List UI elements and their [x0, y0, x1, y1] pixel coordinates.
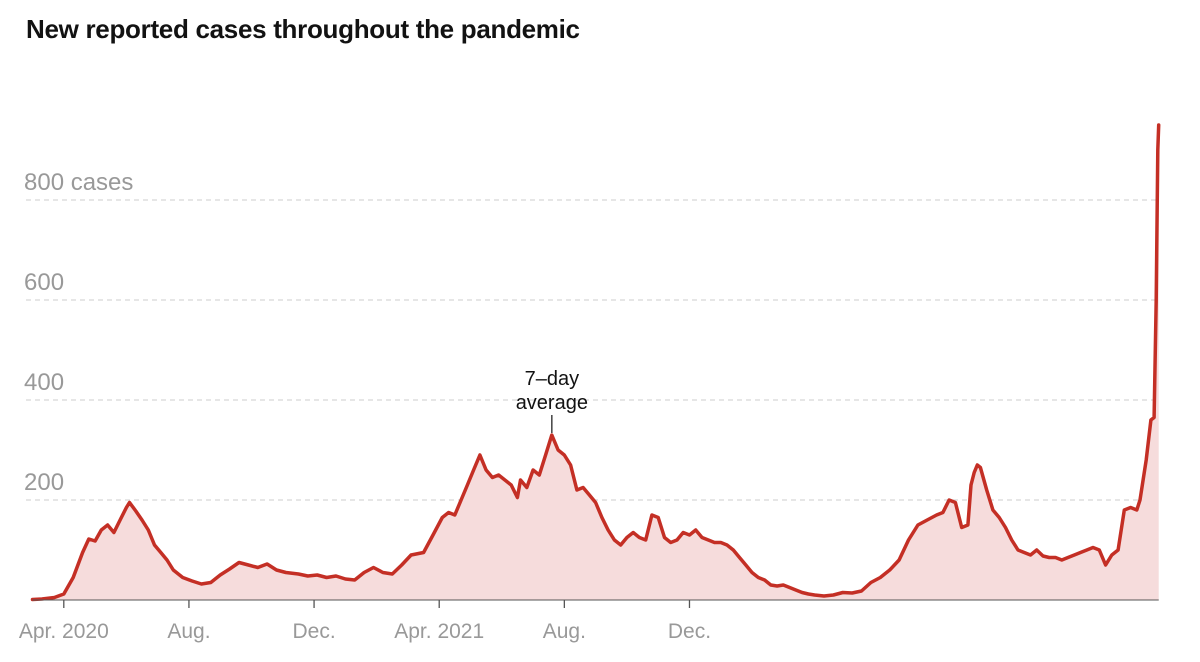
annotation-label: average [516, 392, 588, 414]
gridlines [26, 199, 1158, 501]
y-tick-label: 600 [24, 269, 64, 296]
x-tick-label: Dec. [668, 620, 711, 643]
x-tick-label: Apr. 2021 [394, 620, 484, 643]
y-tick-label: 400 [24, 369, 64, 396]
cases-line [30, 123, 1161, 602]
y-tick-label: 800 cases [24, 169, 133, 196]
x-tick-label: Aug. [167, 620, 210, 643]
x-axis-ticks: Apr. 2020 Aug. Dec. Apr. 2021 Aug. Dec. [19, 600, 711, 643]
cases-area [32, 125, 1159, 600]
x-tick-label: Dec. [292, 620, 335, 643]
annotation-label: 7–day [525, 368, 580, 390]
x-tick-label: Apr. 2020 [19, 620, 109, 643]
y-tick-label: 200 [24, 469, 64, 496]
y-axis-labels: 200 400 600 800 cases [24, 169, 133, 496]
x-tick-label: Aug. [543, 620, 586, 643]
chart-title: New reported cases throughout the pandem… [26, 14, 580, 44]
